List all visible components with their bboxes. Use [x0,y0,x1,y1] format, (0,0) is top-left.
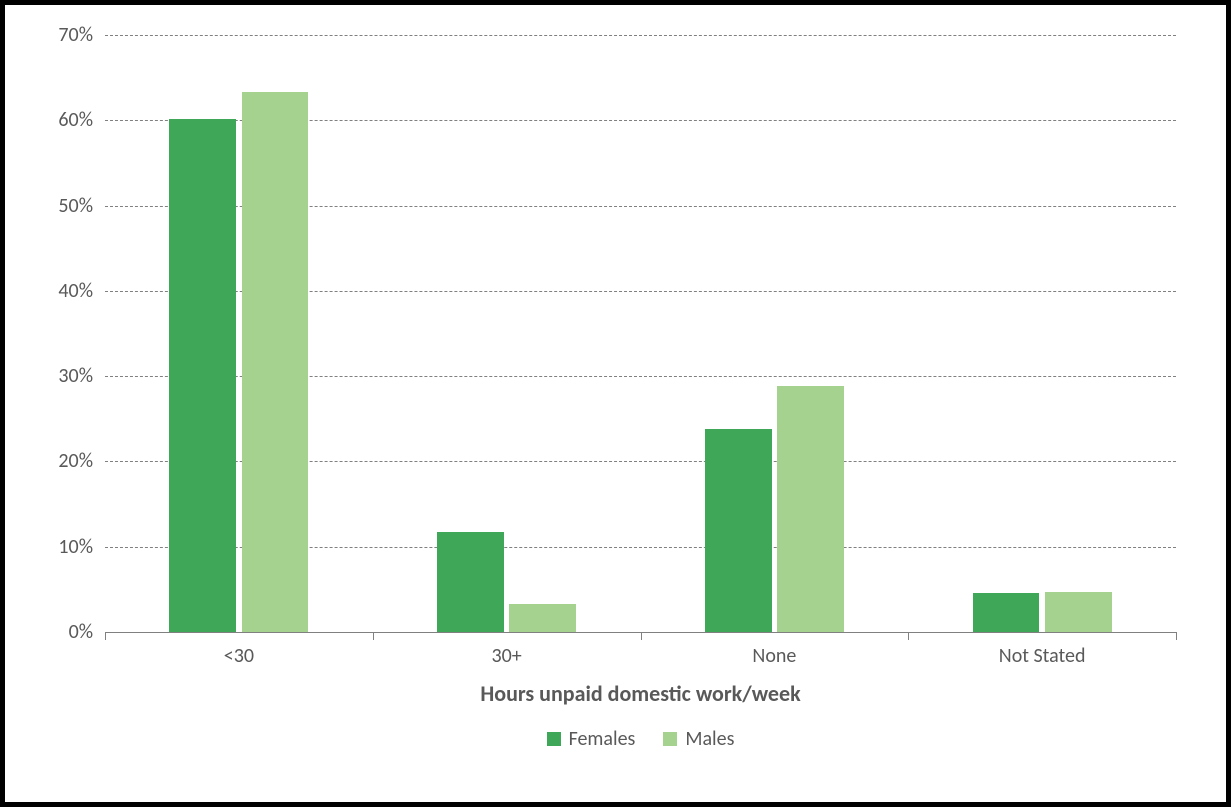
legend-swatch [663,732,677,746]
bars [105,35,1176,632]
bar [705,429,772,632]
y-tick-label: 20% [58,449,93,473]
legend-label: Males [685,727,734,751]
legend-item: Females [547,727,636,751]
y-tick-label: 30% [58,364,93,388]
y-tick-label: 10% [58,535,93,559]
x-tick [1176,632,1177,640]
y-tick-label: 60% [58,108,93,132]
y-tick-label: 70% [58,23,93,47]
legend: Females Males [105,727,1176,751]
x-tick-label: Not Stated [999,644,1086,668]
x-tick [373,632,374,640]
x-axis-line [105,632,1176,633]
bar [1045,592,1112,632]
bar [242,92,309,632]
y-tick-label: 50% [58,194,93,218]
x-tick-label: <30 [224,644,254,668]
x-axis-title: Hours unpaid domestic work/week [105,680,1176,707]
y-tick-label: 0% [69,620,93,644]
legend-item: Males [663,727,734,751]
legend-label: Females [569,727,636,751]
bar [437,532,504,632]
x-tick [105,632,106,640]
x-tick [641,632,642,640]
chart: 0% 10% 20% 30% 40% 50% 60% 70% <30 30+ None Not Sta… [35,25,1196,782]
bar [777,386,844,632]
plot-area: 0%10%20%30%40%50%60%70%<3030+NoneNot Sta… [105,35,1176,632]
bar [509,604,576,632]
legend-swatch [547,732,561,746]
bar [169,119,236,632]
x-tick-label: 30+ [492,644,522,668]
y-tick-label: 40% [58,279,93,303]
x-tick [908,632,909,640]
chart-frame: 0% 10% 20% 30% 40% 50% 60% 70% <30 30+ None Not Sta… [0,0,1231,807]
x-tick-label: None [752,644,796,668]
bar [973,593,1040,632]
